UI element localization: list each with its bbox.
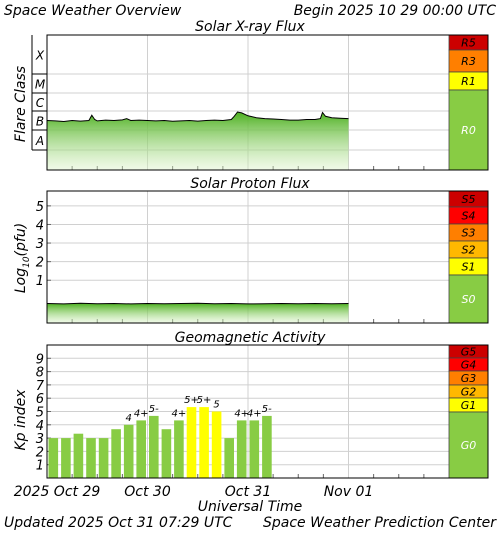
- kp-bar-label: 4+: [172, 408, 187, 419]
- kp-bar: [123, 424, 134, 478]
- xray-class-label: A: [35, 134, 44, 148]
- proton-panel: 1 2 3 4 5 S5 S4 S3 S2 S1 S0: [36, 190, 489, 324]
- xray-class-label: B: [36, 115, 44, 129]
- geomag-scale-label: G0: [461, 439, 477, 452]
- xray-flux-area: [47, 112, 349, 170]
- xray-flux-line: [46, 111, 349, 123]
- kp-bar-label: 4+: [234, 408, 249, 419]
- kp-bar: [249, 420, 260, 478]
- proton-scale-label: S5: [462, 193, 476, 206]
- geomag-scale-label: G5: [461, 346, 477, 359]
- kp-bar-label: 5+: [184, 395, 199, 406]
- header-title: Space Weather Overview: [4, 3, 182, 19]
- xray-scale-cell-r0: [448, 89, 489, 171]
- xray-title: Solar X-ray Flux: [195, 19, 305, 35]
- kp-bar: [111, 429, 121, 478]
- geomag-ylabel: Kp index: [13, 389, 29, 451]
- time-tick-label: Oct 30: [124, 484, 171, 500]
- proton-flux-line: [46, 302, 349, 305]
- kp-bar-label: 4: [126, 413, 132, 424]
- geomag-tick-label: 9: [36, 352, 44, 367]
- proton-flux-area: [47, 303, 349, 323]
- kp-bar-label: 5-: [149, 404, 159, 415]
- geomag-scale-label: G3: [461, 372, 477, 385]
- time-tick-label: Oct 31: [225, 484, 271, 500]
- proton-tick-label: 2: [36, 256, 44, 271]
- geomag-tick-label: 6: [36, 392, 44, 407]
- kp-bar: [86, 438, 96, 478]
- kp-bar: [48, 438, 59, 478]
- time-axis-ticks: 2025 Oct 29 Oct 30 Oct 31 Nov 01: [14, 484, 374, 500]
- geomag-border: [46, 344, 489, 479]
- kp-bar-label: 5-: [262, 404, 272, 415]
- kp-bar: [73, 433, 84, 478]
- proton-tick-label: 3: [36, 237, 44, 252]
- proton-scale-label: S3: [462, 227, 476, 240]
- geomag-tick-label: 8: [36, 366, 44, 381]
- xray-class-label: M: [35, 78, 46, 92]
- xray-scale-label: R3: [461, 55, 476, 68]
- geomag-title: Geomagnetic Activity: [175, 330, 326, 346]
- proton-scale-label: S2: [462, 244, 476, 257]
- kp-bar: [136, 420, 146, 478]
- kp-bar: [149, 415, 159, 478]
- kp-bar: [61, 438, 71, 478]
- time-tick-label: Nov 01: [324, 484, 374, 500]
- kp-bar: [224, 438, 234, 478]
- kp-bar: [186, 407, 197, 478]
- xray-scale-label: R0: [461, 124, 476, 137]
- kp-bar: [98, 438, 109, 478]
- proton-tick-label: 1: [36, 274, 44, 289]
- geomag-tick-label: 4: [36, 419, 44, 434]
- proton-title: Solar Proton Flux: [190, 176, 310, 192]
- geomag-tick-label: 1: [36, 459, 44, 474]
- kp-bar-label: 4+: [247, 408, 262, 419]
- time-tick-label: 2025 Oct 29: [14, 484, 101, 500]
- geomag-scale-label: G4: [461, 359, 477, 372]
- kp-bar-label: 5+: [197, 395, 212, 406]
- geomag-tick-label: 7: [36, 379, 45, 394]
- proton-scale-cell-s0: [448, 274, 489, 324]
- xray-scale-label: R1: [461, 75, 476, 88]
- xray-class-label: X: [35, 49, 45, 63]
- geomag-tick-label: 3: [36, 432, 44, 447]
- proton-ylabel: Log10(pfu): [13, 223, 32, 293]
- kp-bar: [161, 429, 172, 478]
- geomag-scale-cell-g0: [448, 411, 489, 479]
- xray-class-label: C: [36, 96, 45, 110]
- proton-scale-label: S4: [462, 210, 476, 223]
- time-axis-label: Universal Time: [198, 499, 303, 515]
- proton-scale-label: S0: [462, 293, 476, 306]
- proton-scale-label: S1: [462, 261, 476, 274]
- geomag-scale-label: G1: [461, 399, 477, 412]
- proton-border: [46, 190, 489, 324]
- proton-tick-label: 4: [36, 218, 44, 233]
- kp-bar: [262, 415, 272, 478]
- header-begin: Begin 2025 10 29 00:00 UTC: [294, 3, 497, 19]
- footer-credit: Space Weather Prediction Center: [263, 515, 497, 531]
- kp-bar-label: 5: [213, 400, 219, 411]
- kp-bar-label: 4+: [134, 408, 149, 419]
- xray-border: [46, 34, 489, 171]
- xray-ylabel: Flare Class: [13, 66, 29, 142]
- geomag-tick-label: 5: [36, 406, 44, 421]
- geomag-tick-label: 2: [36, 445, 44, 460]
- kp-bar: [174, 420, 184, 478]
- proton-tick-label: 5: [36, 200, 44, 215]
- geomag-scale-label: G2: [461, 386, 477, 399]
- kp-bar: [211, 411, 222, 478]
- footer-updated: Updated 2025 Oct 31 07:29 UTC: [4, 515, 233, 531]
- kp-bar: [236, 420, 247, 478]
- xray-scale-label: R5: [461, 37, 476, 50]
- kp-bar: [199, 407, 209, 478]
